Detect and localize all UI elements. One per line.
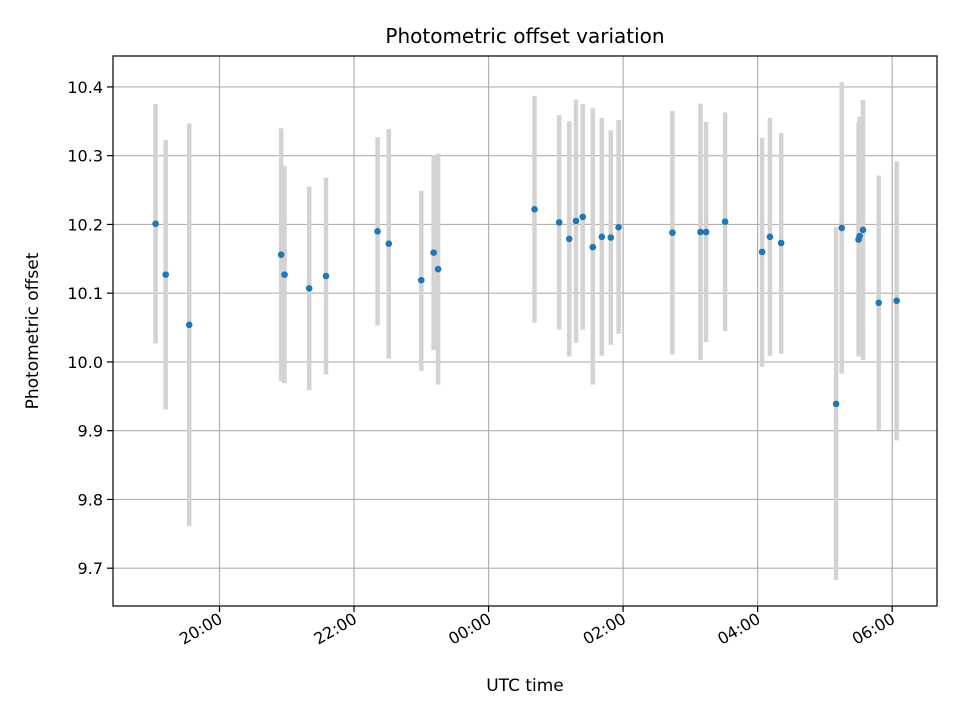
data-point <box>875 299 883 307</box>
data-point <box>598 233 606 241</box>
data-point <box>185 321 193 329</box>
y-tick-label: 10.2 <box>67 215 103 234</box>
data-point <box>281 271 288 278</box>
data-point <box>777 239 785 247</box>
data-point <box>856 232 863 240</box>
data-point <box>305 285 313 292</box>
data-point <box>417 276 425 284</box>
data-point <box>721 218 729 225</box>
y-tick-label: 10.4 <box>67 78 103 97</box>
data-point <box>669 229 676 236</box>
data-point <box>152 220 159 228</box>
y-tick-label: 9.7 <box>78 559 103 578</box>
y-tick-label: 10.3 <box>67 147 103 166</box>
data-point <box>838 224 846 232</box>
chart-title: Photometric offset variation <box>385 24 664 48</box>
data-point <box>702 228 710 236</box>
data-point <box>434 265 442 273</box>
data-point <box>162 271 169 278</box>
grid <box>113 56 937 606</box>
data-point <box>893 297 900 305</box>
data-point <box>607 234 615 241</box>
data-point <box>589 243 597 251</box>
data-point <box>766 233 774 241</box>
data-point <box>615 223 622 231</box>
data-point <box>322 272 330 280</box>
data-point <box>758 248 766 256</box>
data-point <box>277 251 285 258</box>
y-axis-ticks: 9.7 9.8 9.9 10.0 10.1 10.2 10.3 10.4 <box>67 78 113 578</box>
data-point <box>832 400 840 408</box>
data-point <box>579 213 587 221</box>
data-point <box>859 226 867 234</box>
y-axis-label: Photometric offset <box>23 252 43 409</box>
data-point <box>565 235 573 243</box>
data-point <box>374 228 381 235</box>
y-tick-label: 9.9 <box>78 422 103 441</box>
plot-frame <box>112 55 938 607</box>
data-point <box>697 228 704 236</box>
data-point <box>531 206 538 213</box>
y-tick-label: 10.1 <box>67 284 103 303</box>
data-point <box>555 219 563 226</box>
data-points <box>152 206 900 408</box>
data-point <box>430 249 437 256</box>
x-axis-label: UTC time <box>486 676 564 696</box>
data-point <box>385 240 393 247</box>
data-point <box>572 217 580 225</box>
y-tick-label: 9.8 <box>78 490 103 509</box>
y-tick-label: 10.0 <box>67 353 103 372</box>
